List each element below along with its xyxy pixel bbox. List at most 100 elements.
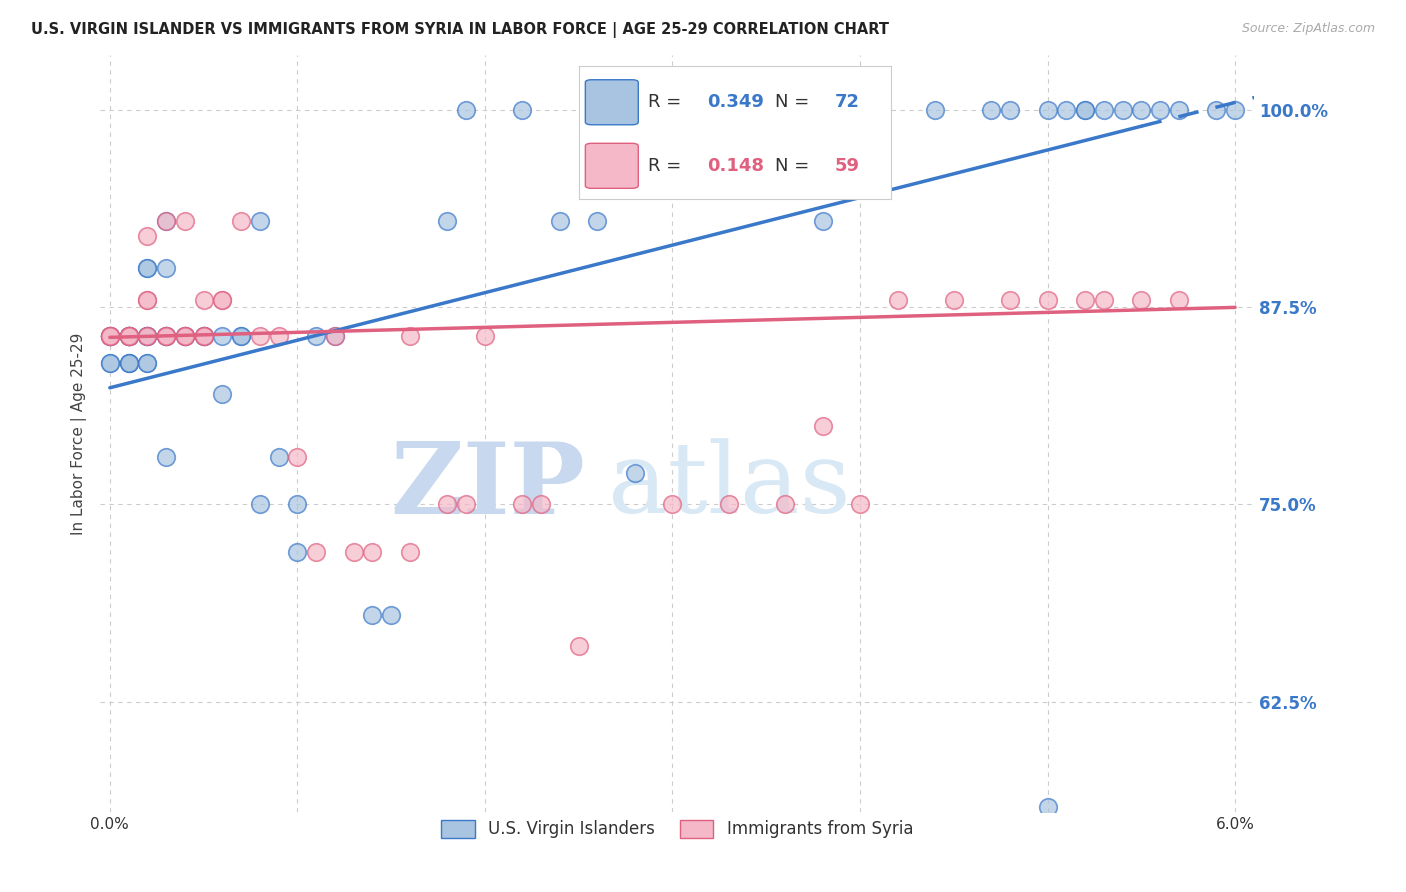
Point bbox=[117, 328, 139, 343]
Point bbox=[193, 328, 215, 343]
Point bbox=[811, 213, 834, 227]
Point bbox=[681, 103, 703, 118]
Point bbox=[343, 545, 366, 559]
Point bbox=[586, 103, 609, 118]
Point bbox=[117, 328, 139, 343]
Point bbox=[98, 328, 121, 343]
Point bbox=[193, 293, 215, 307]
Point bbox=[249, 498, 271, 512]
Point bbox=[136, 260, 159, 275]
Point bbox=[548, 213, 571, 227]
Point bbox=[117, 355, 139, 369]
Point bbox=[117, 328, 139, 343]
Point bbox=[249, 213, 271, 227]
Point bbox=[117, 328, 139, 343]
Point bbox=[942, 293, 965, 307]
Point bbox=[1036, 293, 1059, 307]
Point bbox=[173, 328, 195, 343]
Point bbox=[136, 328, 159, 343]
Point bbox=[1149, 103, 1171, 118]
Point bbox=[456, 498, 478, 512]
Point bbox=[1054, 103, 1077, 118]
Point bbox=[285, 450, 308, 465]
Point bbox=[136, 355, 159, 369]
Point bbox=[173, 328, 195, 343]
Point bbox=[173, 328, 195, 343]
Point bbox=[117, 328, 139, 343]
Point bbox=[211, 293, 233, 307]
Text: Source: ZipAtlas.com: Source: ZipAtlas.com bbox=[1241, 22, 1375, 36]
Point bbox=[173, 328, 195, 343]
Point bbox=[886, 293, 908, 307]
Point bbox=[117, 328, 139, 343]
Point bbox=[1036, 800, 1059, 814]
Point bbox=[1074, 293, 1097, 307]
Point bbox=[117, 328, 139, 343]
Point bbox=[136, 328, 159, 343]
Point bbox=[136, 328, 159, 343]
Point bbox=[568, 640, 591, 654]
Point bbox=[1130, 293, 1153, 307]
Point bbox=[136, 293, 159, 307]
Point bbox=[117, 328, 139, 343]
Point bbox=[285, 498, 308, 512]
Point bbox=[136, 260, 159, 275]
Point bbox=[1130, 103, 1153, 118]
Point bbox=[136, 355, 159, 369]
Point bbox=[173, 328, 195, 343]
Point bbox=[305, 545, 328, 559]
Point bbox=[155, 260, 177, 275]
Point bbox=[773, 498, 796, 512]
Y-axis label: In Labor Force | Age 25-29: In Labor Force | Age 25-29 bbox=[72, 333, 87, 534]
Point bbox=[136, 293, 159, 307]
Point bbox=[811, 418, 834, 433]
Point bbox=[1223, 103, 1246, 118]
Point bbox=[136, 328, 159, 343]
Point bbox=[737, 103, 759, 118]
Point bbox=[980, 103, 1002, 118]
Point bbox=[98, 328, 121, 343]
Point bbox=[849, 498, 872, 512]
Point bbox=[399, 328, 422, 343]
Point bbox=[1074, 103, 1097, 118]
Point bbox=[98, 328, 121, 343]
Point bbox=[361, 607, 384, 622]
Point bbox=[285, 545, 308, 559]
Point bbox=[624, 466, 647, 480]
Point bbox=[136, 229, 159, 244]
Point bbox=[323, 328, 346, 343]
Point bbox=[155, 328, 177, 343]
Point bbox=[361, 545, 384, 559]
Point bbox=[193, 328, 215, 343]
Point bbox=[193, 328, 215, 343]
Point bbox=[98, 355, 121, 369]
Point bbox=[512, 103, 534, 118]
Point bbox=[267, 450, 290, 465]
Point bbox=[117, 328, 139, 343]
Point bbox=[998, 293, 1021, 307]
Point bbox=[924, 103, 946, 118]
Point bbox=[136, 328, 159, 343]
Point bbox=[1167, 293, 1189, 307]
Point bbox=[193, 328, 215, 343]
Point bbox=[155, 328, 177, 343]
Point bbox=[586, 213, 609, 227]
Point bbox=[249, 328, 271, 343]
Point bbox=[1167, 103, 1189, 118]
Point bbox=[98, 328, 121, 343]
Point bbox=[193, 328, 215, 343]
Point bbox=[1205, 103, 1227, 118]
Point bbox=[1074, 103, 1097, 118]
Point bbox=[229, 328, 252, 343]
Point bbox=[155, 328, 177, 343]
Point bbox=[173, 328, 195, 343]
Point bbox=[193, 328, 215, 343]
Point bbox=[436, 213, 458, 227]
Point bbox=[136, 328, 159, 343]
Point bbox=[1092, 293, 1115, 307]
Text: U.S. VIRGIN ISLANDER VS IMMIGRANTS FROM SYRIA IN LABOR FORCE | AGE 25-29 CORRELA: U.S. VIRGIN ISLANDER VS IMMIGRANTS FROM … bbox=[31, 22, 889, 38]
Point bbox=[474, 328, 496, 343]
Point bbox=[1111, 103, 1133, 118]
Point bbox=[530, 498, 553, 512]
Point bbox=[211, 387, 233, 401]
